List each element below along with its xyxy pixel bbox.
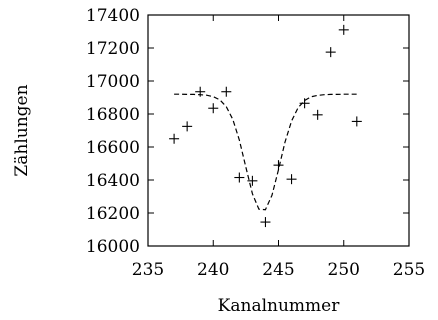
data-point (273, 160, 284, 171)
y-tick-label: 16200 (86, 204, 140, 224)
data-point (247, 175, 258, 186)
data-point (299, 98, 310, 109)
data-point (351, 116, 362, 127)
fit-curve-layer (174, 93, 357, 211)
data-point (182, 121, 193, 132)
x-tick-labels: 235 240 245 250 255 (132, 260, 425, 280)
y-tick-label: 17000 (86, 72, 140, 92)
data-point (169, 133, 180, 144)
x-tick-label: 245 (262, 260, 294, 280)
y-tick-labels: 16000 16200 16400 16600 16800 17000 17200 17400 (86, 6, 140, 257)
data-point (286, 174, 297, 185)
fit-curve (174, 93, 357, 211)
data-point (195, 86, 206, 97)
y-tick-label: 17200 (86, 39, 140, 59)
data-point (338, 24, 349, 35)
y-axis-label: Zählungen (12, 84, 32, 176)
y-tick-label: 16000 (86, 237, 140, 257)
y-tick-label: 16600 (86, 138, 140, 158)
data-points-layer (169, 24, 362, 228)
y-tick-label: 16800 (86, 105, 140, 125)
data-point (221, 86, 232, 97)
y-tick-label: 16400 (86, 171, 140, 191)
x-tick-label: 240 (197, 260, 229, 280)
x-tick-label: 255 (393, 260, 425, 280)
data-point (325, 47, 336, 58)
data-point (234, 172, 245, 183)
plot-frame (147, 14, 410, 247)
x-tick-label: 235 (132, 260, 164, 280)
y-tick-label: 17400 (86, 6, 140, 26)
x-axis-label: Kanalnummer (218, 296, 341, 316)
data-point (312, 109, 323, 120)
x-tick-label: 250 (328, 260, 360, 280)
data-point (260, 217, 271, 228)
data-point (208, 103, 219, 114)
